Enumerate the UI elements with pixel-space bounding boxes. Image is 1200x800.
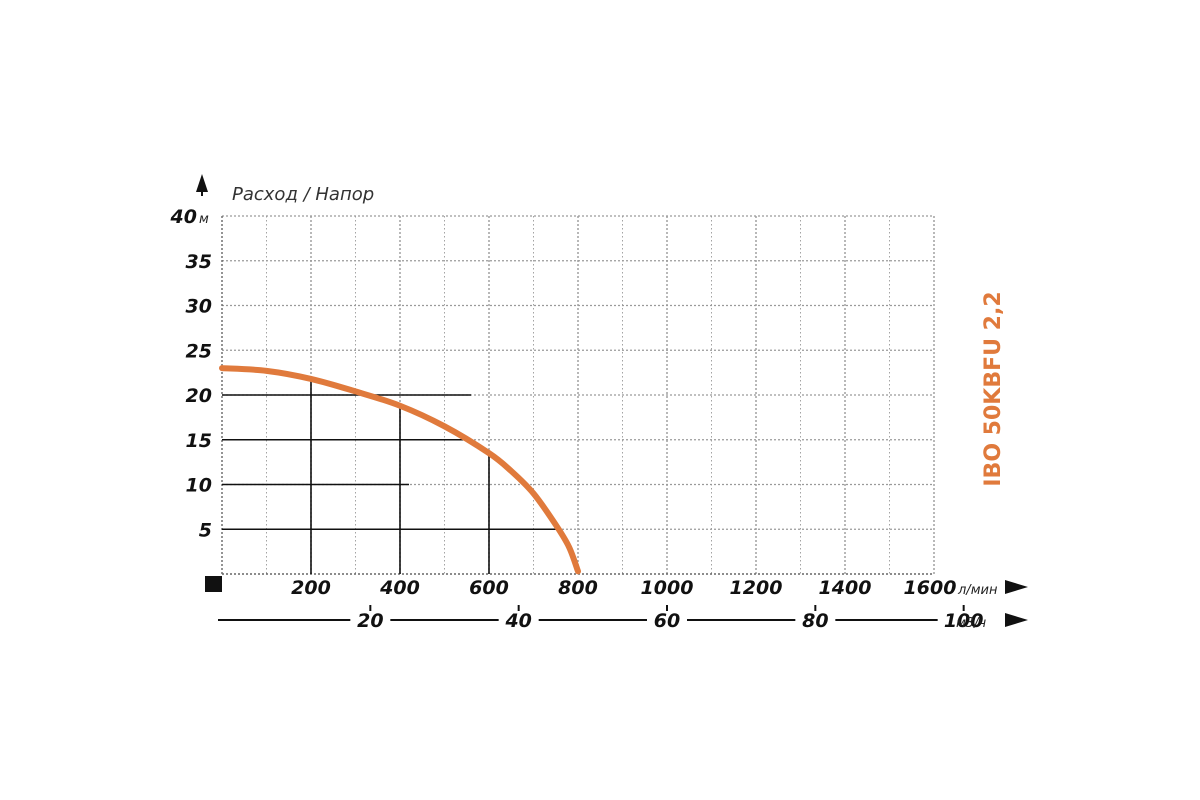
x-tick-label: 800 <box>558 577 598 599</box>
x-tick-label: 1200 <box>730 577 783 599</box>
x2-tick-label: 80 <box>802 610 828 632</box>
x2-tick-label: 60 <box>654 610 680 632</box>
y-tick-label: 30 <box>186 296 212 318</box>
y-tick-label: 35 <box>186 251 212 273</box>
x2-axis-arrow-icon <box>1005 613 1028 627</box>
x2-axis-unit: м3/ч <box>956 616 986 631</box>
y-axis-arrow-icon <box>196 174 208 192</box>
x-tick-label: 1600 <box>904 577 957 599</box>
axes: 5 10 15 20 25 30 35 40 200 400 600 800 1000 1200 1400 1… <box>170 206 984 632</box>
origin-square-icon <box>205 576 222 592</box>
y-tick-label: 5 <box>199 519 212 541</box>
chart-title: IBO 50KBFU 2,2 <box>981 291 1006 486</box>
y-tick-label: 15 <box>186 430 212 452</box>
series-line <box>219 365 581 575</box>
x-axis-arrow-icon <box>1005 580 1028 594</box>
operating-guide-lines <box>222 378 556 574</box>
x2-tick-label: 20 <box>357 610 383 632</box>
y-axis-title: Расход / Напор <box>232 184 374 205</box>
x2-tick-label: 100 <box>944 610 984 632</box>
x-tick-label: 400 <box>379 577 420 599</box>
x-tick-label: 1000 <box>641 577 694 599</box>
x2-tick-label: 40 <box>504 610 531 632</box>
y-tick-label: 40 <box>170 206 197 228</box>
x-axis-unit: л/мин <box>957 583 998 598</box>
series-layer <box>219 365 581 575</box>
x-tick-label: 600 <box>469 577 509 599</box>
y-tick-label: 20 <box>186 385 212 407</box>
x-tick-label: 1400 <box>819 577 872 599</box>
y-tick-label: 10 <box>186 475 212 497</box>
x-tick-label: 200 <box>291 577 331 599</box>
y-axis-unit: м <box>199 212 209 227</box>
y-tick-label: 25 <box>186 340 212 362</box>
